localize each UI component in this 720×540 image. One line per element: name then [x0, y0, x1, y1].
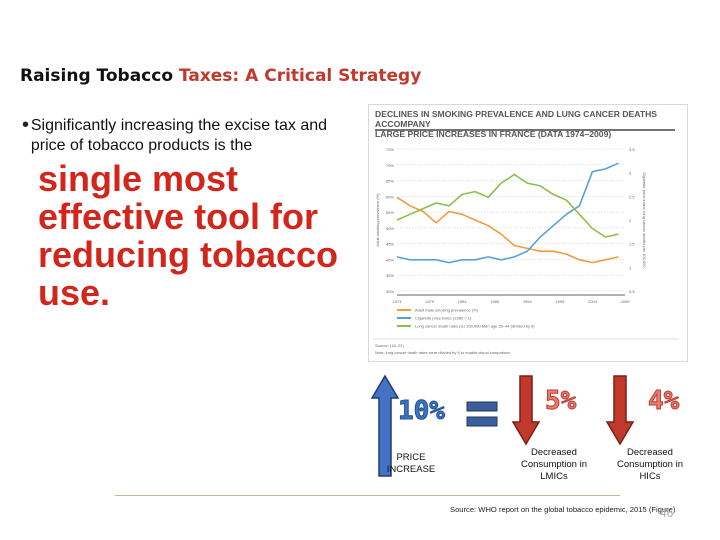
- x-tick-label: 2009: [621, 299, 631, 304]
- equals-icon: [466, 401, 498, 427]
- bullet-icon: •: [22, 114, 30, 136]
- lmic-caption: Decreased Consumption in LMICs: [520, 447, 587, 482]
- title-accent: Taxes: A Critical Strategy: [178, 66, 422, 86]
- series-line: [396, 196, 619, 264]
- arrow-down-icon: [605, 375, 635, 446]
- page-number: 46: [660, 506, 674, 520]
- y-left-tick-label: 40%: [386, 257, 394, 262]
- hic-caption: Decreased Consumption in HICs: [616, 447, 683, 482]
- y-left-tick-label: 45%: [386, 242, 394, 247]
- y-right-tick-label: 1.5: [629, 242, 635, 247]
- y-right-tick-label: 3: [629, 171, 632, 176]
- y-left-tick-label: 35%: [386, 273, 394, 278]
- series-line: [396, 162, 619, 264]
- lmic-percent: 5%: [544, 386, 577, 417]
- y-left-tick-label: 65%: [386, 179, 394, 184]
- x-tick-label: 1999: [555, 299, 565, 304]
- figure-note: Note: lung cancer death rates were divid…: [375, 350, 510, 355]
- x-tick-label: 1974: [393, 299, 403, 304]
- x-tick-label: 1984: [458, 299, 468, 304]
- x-tick-label: 1989: [490, 299, 500, 304]
- hic-percent: 4%: [647, 386, 680, 417]
- title-main: Raising Tobacco: [20, 66, 179, 86]
- bullet-block: • Significantly increasing the excise ta…: [22, 114, 362, 156]
- bullet-text: Significantly increasing the excise tax …: [30, 117, 328, 154]
- figure-panel: 75% 70% 65% 60% 55% 50% 45% 40% 35% 30% 3.5 3 2.5 2 1.…: [368, 104, 688, 362]
- legend-entry: Cigarette price index (1980 = 1): [415, 316, 472, 321]
- y-right-tick-label: 2.5: [629, 194, 635, 199]
- y-right-tick-label: 1: [629, 265, 632, 270]
- line-chart: 75% 70% 65% 60% 55% 50% 45% 40% 35% 30% 3.5 3 2.5 2 1.…: [373, 129, 679, 355]
- price-caption: PRICE INCREASE: [386, 452, 436, 475]
- y-right-tick-label: 2: [629, 218, 632, 223]
- figure-title-line1: DECLINES IN SMOKING PREVALENCE AND LUNG …: [375, 109, 658, 129]
- y-left-tick-label: 30%: [386, 289, 394, 294]
- figure-title: DECLINES IN SMOKING PREVALENCE AND LUNG …: [375, 109, 675, 139]
- x-tick-label: 1979: [425, 299, 435, 304]
- y-right-axis-label: Cigarette price index; lung cancer death…: [642, 172, 647, 268]
- y-right-tick-label: 0.5: [629, 289, 635, 294]
- y-left-tick-label: 75%: [386, 147, 394, 152]
- arrow-up-icon: [370, 374, 400, 477]
- x-tick-label: 1994: [523, 299, 533, 304]
- figure-source: Source: (19–22): [375, 343, 404, 348]
- x-tick-label: 2004: [588, 299, 598, 304]
- arrow-down-icon: [511, 375, 541, 446]
- legend-entry: Adult male smoking prevalence (%): [415, 308, 479, 313]
- y-right-tick-label: 3.5: [629, 147, 635, 152]
- footer-divider: [115, 495, 620, 496]
- y-left-axis-label: Adult smoking prevalence (%): [375, 193, 380, 247]
- legend-entry: Lung cancer death rates per 100,000 Men …: [415, 324, 535, 329]
- y-left-tick-label: 60%: [386, 194, 394, 199]
- emphasis-text: single most effective tool for reducing …: [38, 158, 339, 313]
- figure-title-line2: LARGE PRICE INCREASES IN FRANCE (DATA 19…: [375, 129, 612, 139]
- y-left-tick-label: 70%: [386, 163, 394, 168]
- footer-source: Source: WHO report on the global tobacco…: [450, 505, 676, 514]
- slide-title: Raising Tobacco Taxes: A Critical Strate…: [20, 66, 421, 86]
- y-left-tick-label: 50%: [386, 226, 394, 231]
- bullet-item: • Significantly increasing the excise ta…: [22, 114, 362, 156]
- series-line: [396, 173, 619, 238]
- y-left-tick-label: 55%: [386, 210, 394, 215]
- price-percent: 10%: [398, 396, 446, 427]
